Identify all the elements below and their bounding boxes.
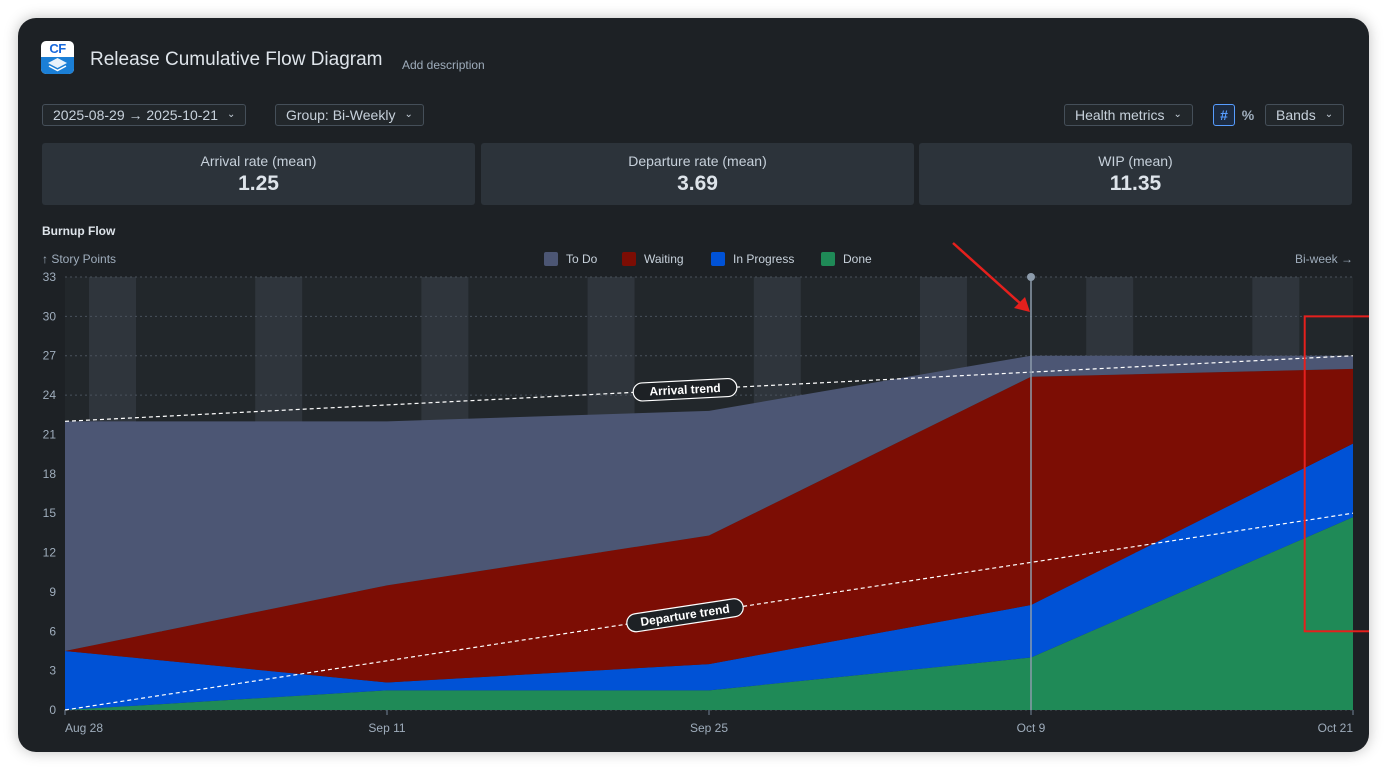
y-tick-label: 27	[43, 349, 57, 363]
bands-label: Bands	[1276, 107, 1316, 123]
group-label: Group: Bi-Weekly	[286, 107, 396, 123]
page-title: Release Cumulative Flow Diagram	[90, 49, 383, 70]
legend-swatch	[711, 252, 725, 266]
metric-label: WIP (mean)	[1098, 153, 1173, 169]
legend-item-in-progress: In Progress	[711, 252, 794, 266]
x-axis-label: Bi-week →	[1295, 252, 1353, 266]
percent-mode-button[interactable]: %	[1241, 107, 1255, 123]
date-range-label: 2025-08-29 → 2025-10-21	[53, 107, 219, 123]
annotation-arrow-line	[952, 242, 1023, 306]
x-tick-label: Oct 9	[1017, 721, 1046, 735]
app-logo-text: CF	[49, 41, 66, 56]
legend-label: Done	[843, 252, 872, 266]
legend-label: Waiting	[644, 252, 684, 266]
x-tick-label: Oct 21	[1318, 721, 1354, 735]
trend-label-pill	[626, 598, 744, 633]
trend-label-pill	[632, 377, 738, 402]
x-tick-label: Sep 11	[368, 721, 405, 735]
legend-item-waiting: Waiting	[622, 252, 684, 266]
legend-label: To Do	[566, 252, 598, 266]
y-tick-label: 15	[43, 506, 57, 520]
legend-swatch	[622, 252, 636, 266]
y-axis-label: ↑ Story Points	[42, 252, 116, 266]
y-tick-label: 0	[49, 703, 56, 717]
y-tick-label: 21	[43, 427, 57, 441]
add-description-link[interactable]: Add description	[402, 58, 485, 72]
section-title: Burnup Flow	[42, 224, 116, 238]
area-to-do	[65, 355, 1353, 651]
metric-card-wip: WIP (mean) 11.35	[919, 143, 1352, 205]
chevron-down-icon: ⌄	[227, 109, 236, 120]
annotation-arrow-head	[1014, 297, 1030, 312]
legend-item-done: Done	[821, 252, 872, 266]
y-tick-label: 3	[49, 664, 56, 678]
x-tick-label: Sep 25	[690, 721, 728, 735]
chevron-down-icon: ⌄	[404, 109, 413, 120]
group-dropdown[interactable]: Group: Bi-Weekly ⌄	[275, 104, 424, 126]
app-logo-icon: CF	[41, 41, 74, 74]
legend-label: In Progress	[733, 252, 794, 266]
x-tick-label: Aug 28	[65, 721, 103, 735]
trend-label-text: Arrival trend	[649, 381, 721, 399]
y-tick-label: 6	[49, 624, 56, 638]
annotation-highlight-box	[1303, 315, 1369, 633]
date-range-dropdown[interactable]: 2025-08-29 → 2025-10-21 ⌄	[42, 104, 247, 126]
health-metrics-dropdown[interactable]: Health metrics ⌄	[1064, 104, 1193, 126]
metric-value: 11.35	[1109, 172, 1162, 195]
chevron-down-icon: ⌄	[1173, 109, 1182, 120]
bands-dropdown[interactable]: Bands ⌄	[1265, 104, 1345, 126]
metric-value: 1.25	[238, 172, 279, 195]
y-tick-label: 30	[43, 309, 57, 323]
y-tick-label: 9	[49, 585, 56, 599]
metric-card-arrival: Arrival rate (mean) 1.25	[42, 143, 475, 205]
app-window: CF Release Cumulative Flow Diagram Add d…	[18, 18, 1369, 752]
metric-value: 3.69	[677, 172, 718, 195]
health-metrics-label: Health metrics	[1075, 107, 1165, 123]
count-mode-button[interactable]: #	[1213, 104, 1235, 126]
legend-item-to-do: To Do	[544, 252, 598, 266]
chevron-down-icon: ⌄	[1324, 109, 1334, 120]
arrival-trend-label: Arrival trend	[632, 377, 738, 402]
y-tick-label: 24	[43, 388, 57, 402]
y-tick-label: 18	[43, 467, 57, 481]
metric-card-departure: Departure rate (mean) 3.69	[481, 143, 914, 205]
y-tick-label: 12	[43, 546, 57, 560]
metric-label: Arrival rate (mean)	[200, 153, 317, 169]
legend-swatch	[821, 252, 835, 266]
y-tick-label: 33	[43, 270, 57, 284]
metric-label: Departure rate (mean)	[628, 153, 767, 169]
legend-swatch	[544, 252, 558, 266]
hover-cursor-dot	[1027, 273, 1035, 281]
